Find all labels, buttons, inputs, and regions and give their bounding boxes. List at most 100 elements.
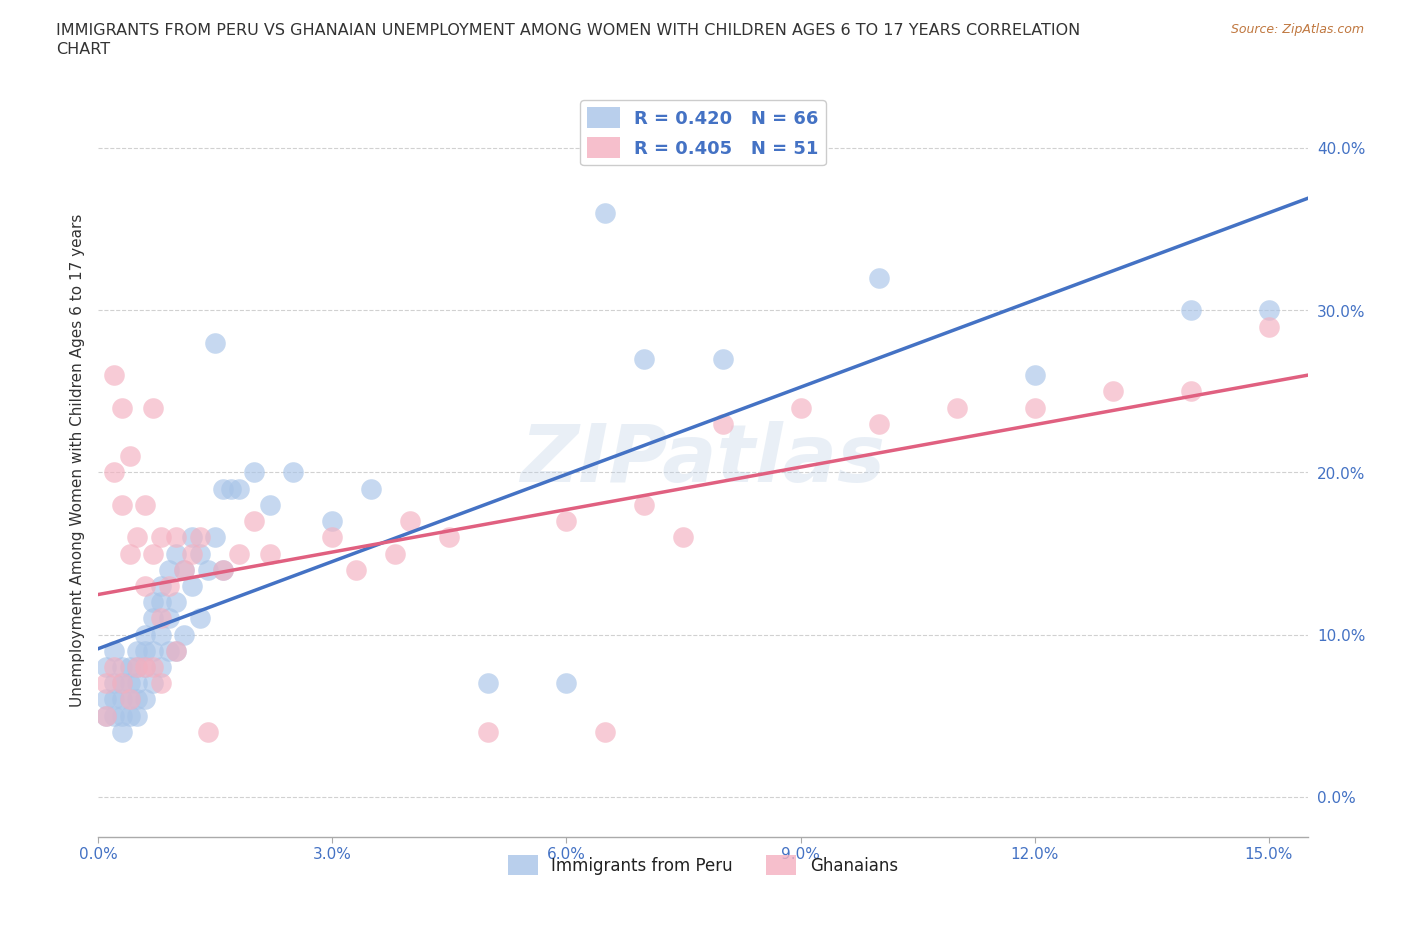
Point bbox=[555, 513, 578, 528]
Point bbox=[149, 676, 172, 691]
Point bbox=[243, 465, 266, 480]
Point bbox=[134, 692, 156, 707]
Point bbox=[149, 594, 172, 609]
Y-axis label: Unemployment Among Women with Children Ages 6 to 17 years: Unemployment Among Women with Children A… bbox=[69, 214, 84, 707]
Point bbox=[149, 627, 172, 642]
Point bbox=[111, 692, 134, 707]
Point bbox=[228, 546, 250, 561]
Point bbox=[555, 676, 578, 691]
Point bbox=[219, 481, 242, 496]
Point bbox=[181, 546, 204, 561]
Point bbox=[118, 692, 141, 707]
Point bbox=[633, 352, 655, 366]
Point bbox=[259, 546, 281, 561]
Point bbox=[118, 449, 141, 464]
Point bbox=[142, 659, 165, 674]
Point bbox=[118, 708, 141, 723]
Point bbox=[344, 563, 367, 578]
Point bbox=[127, 644, 149, 658]
Point bbox=[127, 708, 149, 723]
Point bbox=[672, 530, 695, 545]
Point bbox=[477, 724, 499, 739]
Point bbox=[134, 659, 156, 674]
Point bbox=[165, 644, 187, 658]
Point bbox=[173, 563, 195, 578]
Point bbox=[157, 611, 180, 626]
Point bbox=[142, 400, 165, 415]
Point bbox=[188, 611, 211, 626]
Point bbox=[118, 676, 141, 691]
Point bbox=[711, 417, 734, 432]
Point bbox=[134, 627, 156, 642]
Point bbox=[142, 611, 165, 626]
Point bbox=[111, 498, 134, 512]
Point bbox=[181, 578, 204, 593]
Point bbox=[127, 530, 149, 545]
Point bbox=[142, 644, 165, 658]
Point bbox=[259, 498, 281, 512]
Point bbox=[188, 530, 211, 545]
Point bbox=[149, 578, 172, 593]
Point bbox=[111, 400, 134, 415]
Point bbox=[243, 513, 266, 528]
Point bbox=[1180, 384, 1202, 399]
Point bbox=[228, 481, 250, 496]
Point bbox=[633, 498, 655, 512]
Point bbox=[118, 692, 141, 707]
Point bbox=[134, 644, 156, 658]
Point bbox=[1024, 400, 1046, 415]
Point bbox=[118, 659, 141, 674]
Point bbox=[1257, 319, 1279, 334]
Point bbox=[111, 676, 134, 691]
Point bbox=[1257, 303, 1279, 318]
Point bbox=[204, 336, 226, 351]
Point bbox=[197, 724, 219, 739]
Legend: Immigrants from Peru, Ghanaians: Immigrants from Peru, Ghanaians bbox=[502, 849, 904, 882]
Point bbox=[360, 481, 382, 496]
Point bbox=[197, 563, 219, 578]
Point bbox=[212, 563, 235, 578]
Point bbox=[173, 627, 195, 642]
Point bbox=[212, 481, 235, 496]
Point bbox=[439, 530, 461, 545]
Point bbox=[945, 400, 967, 415]
Point bbox=[111, 676, 134, 691]
Point bbox=[212, 563, 235, 578]
Point bbox=[127, 659, 149, 674]
Point bbox=[118, 546, 141, 561]
Point bbox=[173, 563, 195, 578]
Point bbox=[103, 659, 125, 674]
Text: Source: ZipAtlas.com: Source: ZipAtlas.com bbox=[1230, 23, 1364, 36]
Point bbox=[103, 692, 125, 707]
Point bbox=[1101, 384, 1123, 399]
Point bbox=[711, 352, 734, 366]
Point bbox=[134, 578, 156, 593]
Point bbox=[283, 465, 305, 480]
Point bbox=[96, 692, 118, 707]
Point bbox=[321, 513, 343, 528]
Point bbox=[134, 659, 156, 674]
Point bbox=[789, 400, 811, 415]
Point bbox=[868, 417, 890, 432]
Point bbox=[127, 676, 149, 691]
Point bbox=[103, 708, 125, 723]
Point bbox=[595, 206, 617, 220]
Text: IMMIGRANTS FROM PERU VS GHANAIAN UNEMPLOYMENT AMONG WOMEN WITH CHILDREN AGES 6 T: IMMIGRANTS FROM PERU VS GHANAIAN UNEMPLO… bbox=[56, 23, 1080, 38]
Point bbox=[142, 676, 165, 691]
Point bbox=[868, 271, 890, 286]
Point bbox=[111, 659, 134, 674]
Point bbox=[149, 659, 172, 674]
Point bbox=[165, 546, 187, 561]
Point bbox=[96, 676, 118, 691]
Point bbox=[157, 578, 180, 593]
Point bbox=[111, 708, 134, 723]
Point bbox=[165, 594, 187, 609]
Point bbox=[157, 563, 180, 578]
Point bbox=[96, 659, 118, 674]
Point bbox=[204, 530, 226, 545]
Point bbox=[399, 513, 422, 528]
Point bbox=[134, 498, 156, 512]
Point bbox=[165, 644, 187, 658]
Point bbox=[477, 676, 499, 691]
Point bbox=[127, 659, 149, 674]
